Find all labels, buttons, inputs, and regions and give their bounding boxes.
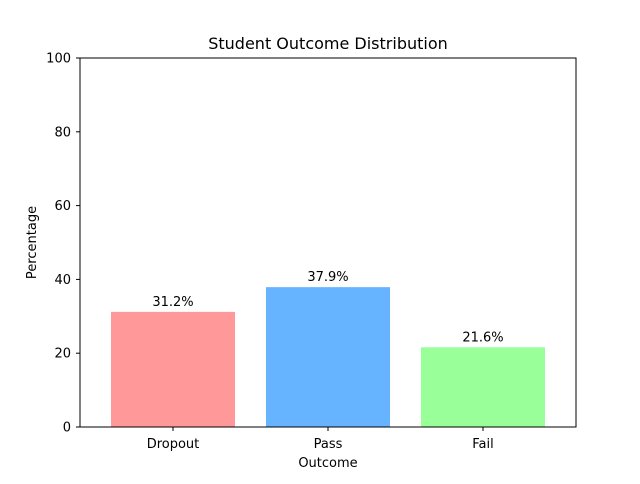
y-tick-label-60: 60 <box>54 199 71 214</box>
bar-pass <box>266 287 390 427</box>
bar-fail <box>421 347 545 427</box>
data-label-dropout: 31.2% <box>152 295 193 310</box>
y-axis: 0 20 40 60 80 100 <box>46 52 80 436</box>
y-tick-label-0: 0 <box>63 421 71 436</box>
x-tick-label-fail: Fail <box>472 437 493 452</box>
y-tick-label-40: 40 <box>54 273 71 288</box>
x-axis: Dropout Pass Fail <box>147 427 494 452</box>
data-label-fail: 21.6% <box>462 330 503 345</box>
bar-dropout <box>111 311 235 427</box>
y-tick-label-20: 20 <box>54 347 71 362</box>
chart-title: Student Outcome Distribution <box>208 34 448 53</box>
plot-area: 31.2% 37.9% 21.6% <box>111 270 545 427</box>
y-tick-label-100: 100 <box>46 52 71 67</box>
y-tick-label-80: 80 <box>54 125 71 140</box>
x-axis-label: Outcome <box>298 456 357 471</box>
x-tick-label-dropout: Dropout <box>147 437 200 452</box>
y-axis-label: Percentage <box>25 206 40 279</box>
x-tick-label-pass: Pass <box>314 437 343 452</box>
data-label-pass: 37.9% <box>307 270 348 285</box>
